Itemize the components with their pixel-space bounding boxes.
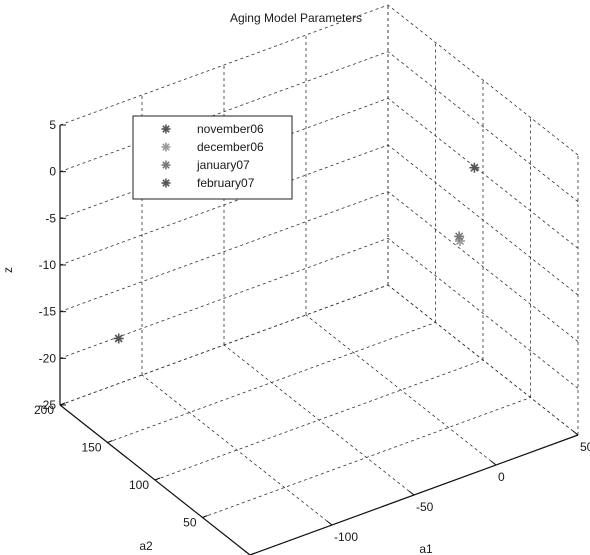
y-tick-mark bbox=[154, 477, 161, 481]
legend-label: december06 bbox=[197, 140, 264, 154]
legend-marker bbox=[161, 160, 171, 170]
grid-line bbox=[202, 397, 531, 518]
data-point bbox=[469, 162, 480, 173]
grid-line bbox=[305, 314, 497, 466]
data-points bbox=[113, 162, 480, 344]
x-tick-label: 0 bbox=[498, 470, 505, 484]
x-axis-label: a1 bbox=[419, 542, 433, 555]
grid-line bbox=[387, 144, 579, 296]
z-tick-label: -5 bbox=[45, 211, 56, 225]
legend-label: february07 bbox=[197, 176, 255, 190]
data-point bbox=[113, 333, 124, 344]
y-tick-label: 100 bbox=[129, 478, 149, 492]
grid-line bbox=[387, 191, 579, 342]
x-tick-label: -100 bbox=[334, 530, 358, 544]
data-point bbox=[454, 231, 465, 242]
z-tick-label: -25 bbox=[39, 398, 57, 412]
grid-line bbox=[59, 4, 389, 126]
grid-line bbox=[141, 374, 333, 526]
y-axis-label: a2 bbox=[139, 539, 153, 553]
legend-label: january07 bbox=[196, 158, 250, 172]
z-axis-label: z bbox=[1, 267, 15, 273]
chart-title: Aging Model Parameters bbox=[230, 11, 362, 25]
grid-lines bbox=[59, 4, 579, 555]
grid-line bbox=[387, 4, 579, 156]
x-tick-mark bbox=[326, 520, 333, 526]
legend-marker bbox=[161, 124, 171, 134]
grid-line bbox=[387, 284, 579, 436]
legend-marker bbox=[161, 178, 171, 188]
x-tick-label: -50 bbox=[416, 500, 434, 514]
grid-line bbox=[387, 98, 579, 249]
z-tick-label: -15 bbox=[39, 305, 57, 319]
legend-box bbox=[132, 115, 293, 200]
grid-line bbox=[59, 191, 389, 313]
y-tick-mark bbox=[107, 440, 113, 443]
tick-labels: -150-100-5005005010015020050-5-10-15-20-… bbox=[34, 118, 590, 555]
y-tick-label: 200 bbox=[34, 403, 54, 417]
grid-line bbox=[59, 144, 389, 266]
x-tick-mark bbox=[572, 430, 579, 436]
y-tick-label: 50 bbox=[183, 516, 197, 530]
y-tick-label: 0 bbox=[237, 553, 244, 555]
grid-line bbox=[387, 238, 579, 389]
grid-line bbox=[59, 284, 389, 406]
x-tick-mark bbox=[490, 460, 497, 466]
x-tick-label: 50 bbox=[580, 440, 590, 454]
grid-line bbox=[107, 322, 436, 443]
legend: november06 december06 january07 february07 bbox=[132, 115, 293, 200]
z-tick-label: 0 bbox=[49, 165, 56, 179]
y-tick-mark bbox=[202, 515, 208, 518]
grid-line bbox=[154, 359, 484, 481]
grid-line bbox=[387, 51, 579, 202]
legend-marker bbox=[161, 142, 171, 152]
legend-label: november06 bbox=[197, 122, 264, 136]
z-tick-label: -20 bbox=[39, 351, 57, 365]
x-tick-mark bbox=[408, 490, 415, 496]
axes bbox=[59, 124, 579, 555]
y-tick-label: 150 bbox=[81, 441, 101, 455]
z-tick-label: 5 bbox=[49, 118, 56, 132]
z-tick-label: -10 bbox=[39, 258, 57, 272]
x-tick-mark bbox=[244, 550, 251, 555]
grid-line bbox=[59, 237, 389, 359]
grid-line bbox=[59, 51, 389, 173]
